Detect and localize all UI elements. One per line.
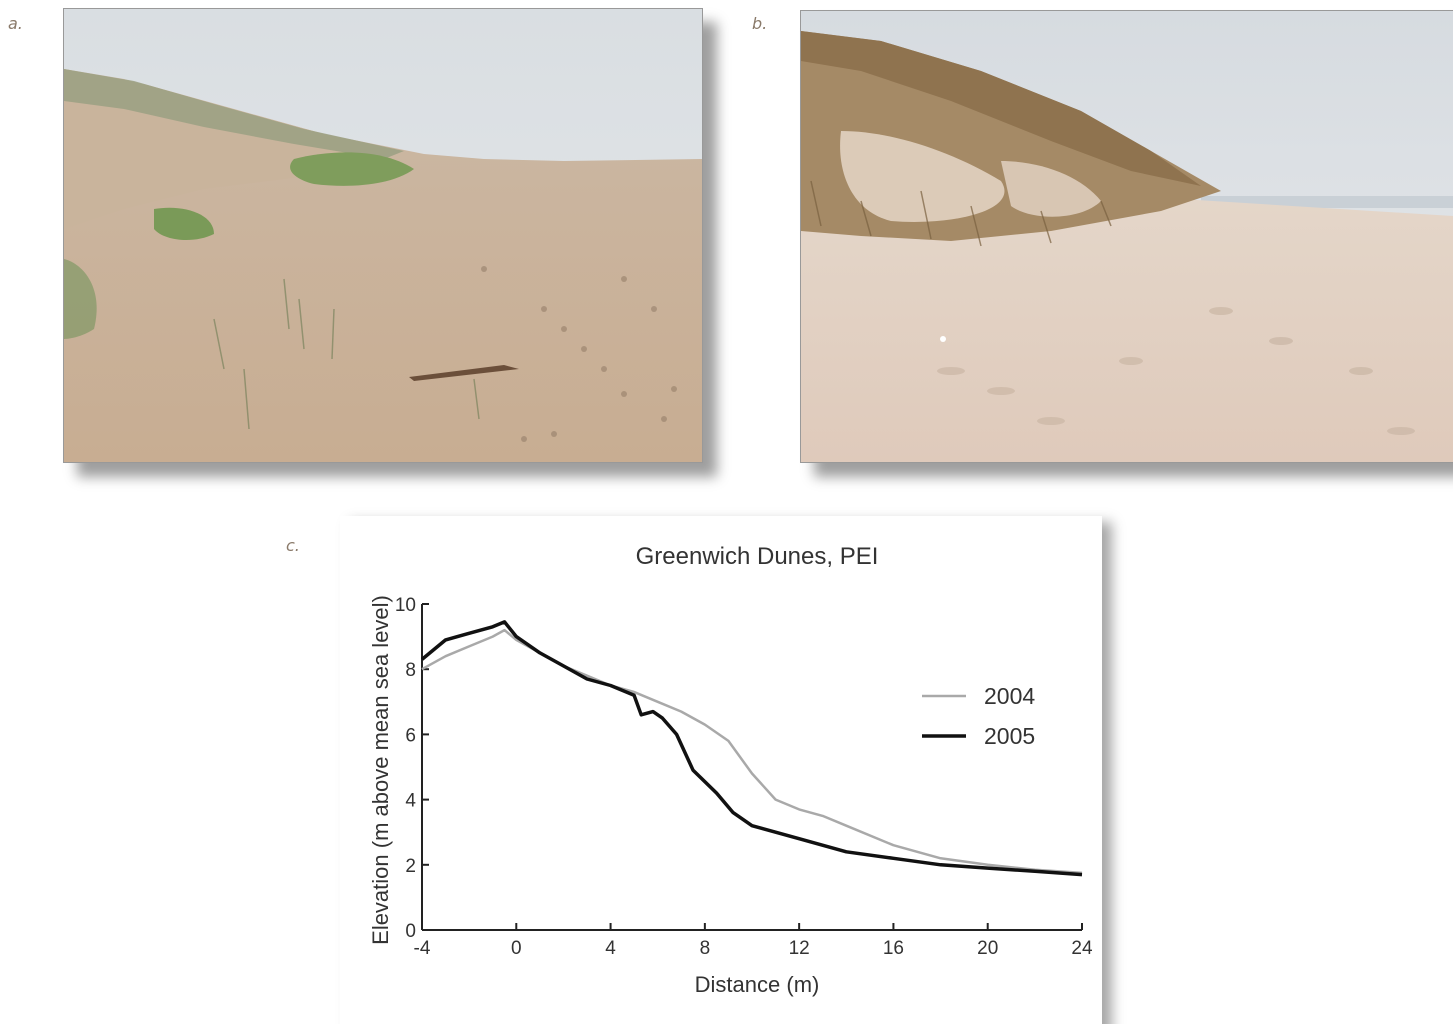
y-axis-label: Elevation (m above mean sea level)	[368, 595, 393, 945]
y-tick-label: 2	[405, 856, 416, 877]
x-tick-label: 0	[511, 938, 522, 959]
y-tick-label: 10	[395, 595, 416, 616]
x-axis-label: Distance (m)	[695, 972, 820, 997]
elevation-profile-chart: Greenwich Dunes, PEI Elevation (m above …	[340, 516, 1102, 1024]
beach-photo-a-image	[64, 9, 702, 462]
panel-label-b: b.	[752, 14, 768, 33]
legend-label-2005: 2005	[984, 723, 1035, 749]
beach-photo-b-image	[801, 11, 1453, 462]
x-tick-label: 24	[1071, 938, 1093, 959]
y-tick-label: 4	[405, 791, 416, 812]
chart-title: Greenwich Dunes, PEI	[636, 543, 879, 570]
y-tick-label: 6	[405, 725, 416, 746]
y-tick-label: 8	[405, 660, 416, 681]
x-tick-label: 12	[789, 938, 810, 959]
legend-label-2004: 2004	[984, 683, 1035, 709]
panel-label-c: c.	[286, 536, 300, 555]
beach-photo-b	[800, 10, 1453, 463]
chart-series-layer	[420, 620, 1083, 877]
series-line-2005	[420, 620, 1083, 877]
x-tick-label: 4	[605, 938, 616, 959]
x-tick-label: 8	[700, 938, 711, 959]
y-tick-label: 0	[405, 921, 416, 942]
x-tick-label: 20	[977, 938, 998, 959]
elevation-chart-svg: Greenwich Dunes, PEI Elevation (m above …	[368, 543, 1093, 997]
series-line-2004	[421, 628, 1083, 875]
x-tick-label: -4	[414, 938, 431, 959]
x-tick-label: 16	[883, 938, 904, 959]
beach-photo-a	[63, 8, 703, 463]
panel-label-a: a.	[8, 14, 23, 33]
chart-legend: 2004 2005	[922, 683, 1035, 749]
